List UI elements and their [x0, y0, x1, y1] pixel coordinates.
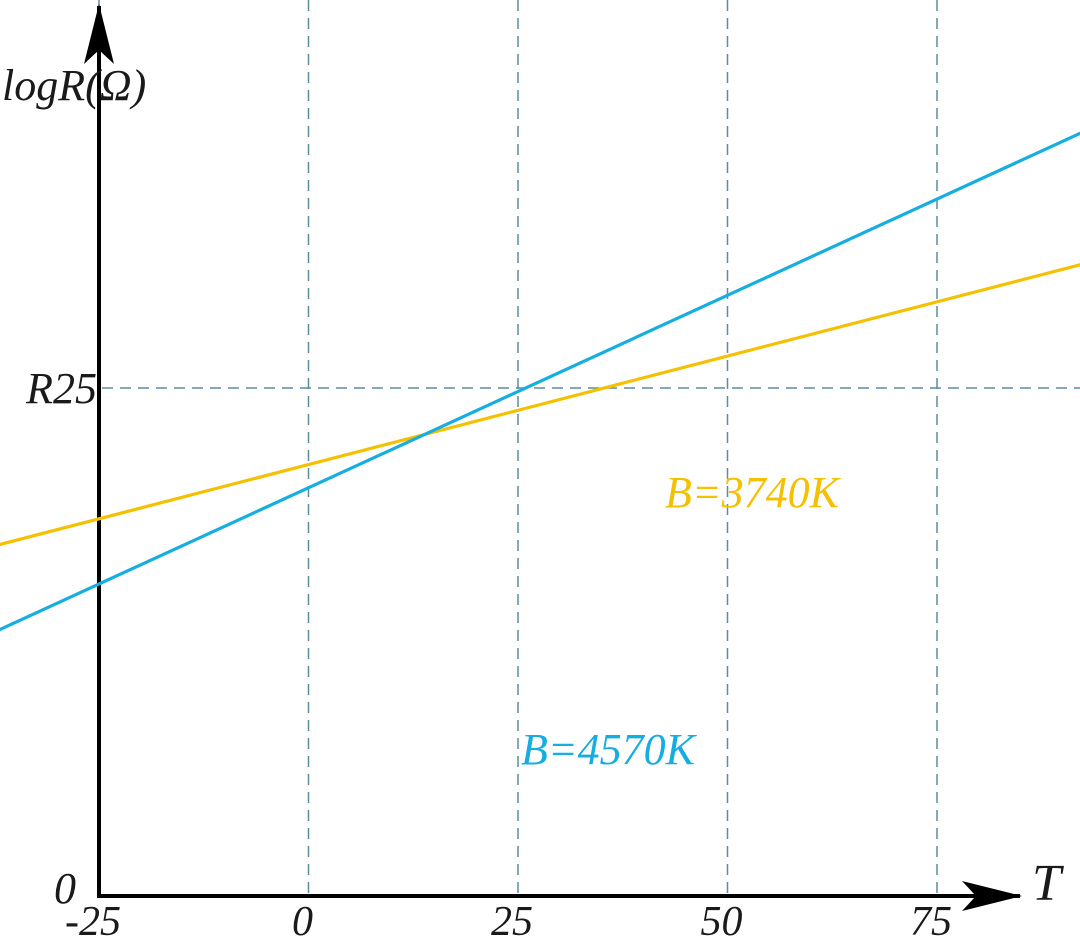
y-axis-label: logR(Ω) — [2, 61, 146, 110]
y-tick-label-zero: 0 — [54, 864, 76, 913]
y-tick-label-r25: R25 — [25, 364, 97, 413]
series-label-b3740: B=3740K — [665, 468, 842, 517]
x-tick-label: -25 — [65, 899, 121, 943]
series-label-b4570: B=4570K — [521, 725, 698, 774]
x-axis-label: T — [1032, 855, 1064, 912]
series-line-b4570 — [0, 131, 1080, 632]
x-tick-label: 50 — [701, 899, 743, 943]
x-tick-label: 75 — [910, 899, 952, 943]
series-line-b3740 — [0, 263, 1080, 547]
series-labels: B=3740K B=4570K — [521, 468, 842, 774]
series-layer — [0, 131, 1080, 632]
x-tick-label: 0 — [292, 899, 313, 943]
x-tick-labels: -250255075100125 — [65, 899, 952, 943]
x-tick-label: 25 — [491, 899, 533, 943]
